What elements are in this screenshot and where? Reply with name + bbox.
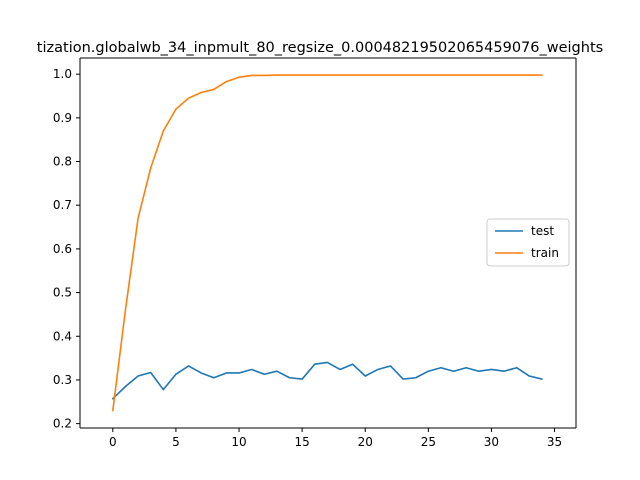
x-tick-label: 10 [231,435,246,449]
legend: test train [486,218,570,267]
series-line-test [112,361,543,400]
x-tick-label: 20 [358,435,373,449]
plot-axes: 0 5 10 15 20 25 30 35 0.2 0.3 0.4 0.5 0.6 0.7 0.8 0.9 1.… [53,57,577,449]
legend-label-train: train [531,246,559,260]
y-tick-label: 0.6 [53,242,72,256]
x-tick-label: 15 [294,435,309,449]
series-line-train [112,74,543,412]
y-tick-label: 0.2 [53,417,72,431]
y-tick-label: 0.8 [53,155,72,169]
x-tick-label: 5 [172,435,180,449]
x-tick-label: 35 [547,435,562,449]
y-tick-label: 0.5 [53,286,72,300]
y-tick-label: 0.9 [53,111,72,125]
chart-title: tization.globalwb_34_inpmult_80_regsize_… [37,40,603,56]
x-tick-label: 30 [484,435,499,449]
y-tick-label: 0.3 [53,373,72,387]
x-tick-label: 25 [421,435,436,449]
y-tick-label: 1.0 [53,67,72,81]
legend-label-test: test [531,224,554,238]
y-tick-label: 0.4 [53,329,72,343]
y-tick-label: 0.7 [53,198,72,212]
x-tick-label: 0 [109,435,117,449]
series-layer [112,74,543,412]
